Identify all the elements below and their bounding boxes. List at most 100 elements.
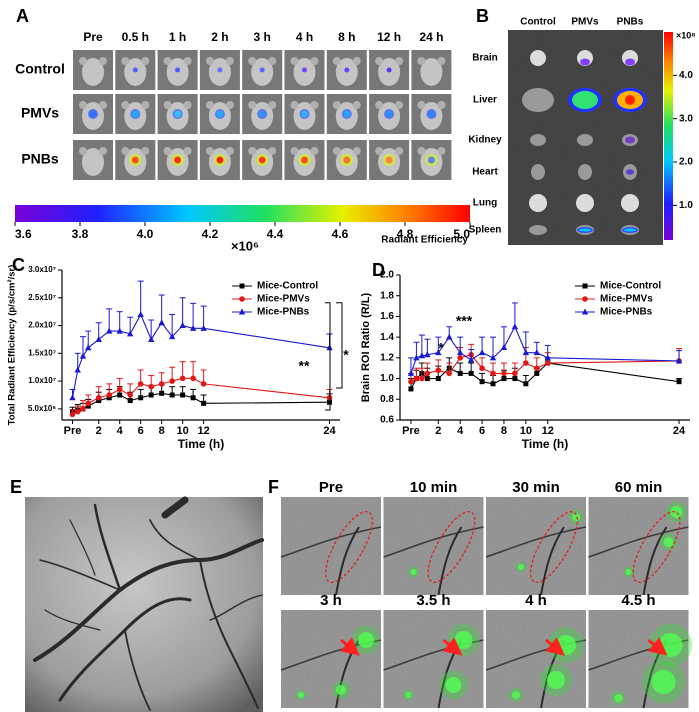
arrow — [442, 637, 463, 656]
marker — [69, 394, 76, 401]
significance-bracket — [336, 302, 343, 389]
x-tick-label: 24 — [323, 425, 336, 437]
x-tick-label: 10 — [520, 425, 532, 437]
marker — [424, 376, 430, 382]
mouse-ear — [375, 101, 384, 109]
marker — [116, 386, 123, 393]
row-label: Brain — [472, 53, 498, 64]
marker — [533, 365, 540, 372]
mouse-image — [326, 50, 367, 90]
x-axis-label: Time (h) — [522, 437, 568, 451]
marker — [435, 376, 441, 382]
y-tick-label: 1.8 — [380, 290, 394, 301]
mouse-ear — [121, 57, 130, 65]
organ — [522, 88, 554, 112]
mouse-image — [73, 94, 113, 134]
signal — [580, 58, 590, 66]
fluorescence — [298, 692, 304, 698]
legend-label: Mice-Control — [257, 281, 318, 292]
fluorescence — [410, 569, 417, 575]
marker — [522, 349, 530, 356]
marker — [512, 370, 518, 377]
signal-spot — [386, 67, 392, 73]
mouse-ear — [79, 147, 87, 155]
mouse-ear — [248, 101, 257, 109]
signal-core — [625, 95, 635, 105]
marker — [489, 354, 497, 361]
column-header: 24 h — [419, 30, 443, 44]
mouse-ear — [290, 101, 299, 109]
arrow — [545, 637, 565, 656]
marker — [457, 370, 463, 376]
signal-spot — [343, 156, 351, 164]
fluorescence — [336, 685, 346, 695]
marker — [126, 330, 134, 337]
image-noise — [281, 497, 381, 595]
legend-label: Mice-PMVs — [600, 294, 653, 305]
mouse-ear — [163, 57, 172, 65]
y-tick-label: 1.6 — [380, 311, 394, 322]
column-header: Pre — [83, 30, 103, 44]
marker — [85, 400, 92, 407]
mouse-ear — [437, 147, 446, 155]
mouse-ear — [141, 57, 150, 65]
mouse-image — [199, 140, 240, 180]
signal — [625, 58, 635, 66]
mouse-ear — [395, 147, 404, 155]
x-tick-label: 4 — [457, 425, 464, 437]
mouse-ear — [352, 147, 361, 155]
colorbar-tick-label: 4.0 — [137, 227, 154, 241]
fluorescence — [547, 671, 565, 689]
frame-image — [383, 610, 484, 709]
series-line — [71, 313, 330, 398]
x-axis-label: Time (h) — [178, 437, 224, 451]
mouse-ear — [290, 147, 299, 155]
marker — [138, 395, 144, 401]
signal-spot — [131, 156, 139, 164]
vessel — [540, 526, 565, 596]
marker — [158, 319, 165, 326]
marker — [80, 406, 86, 412]
image-noise — [486, 497, 586, 595]
mouse-image — [115, 140, 156, 180]
frame-label: 60 min — [615, 479, 663, 496]
series-line — [72, 377, 330, 415]
region-outline — [324, 511, 374, 583]
mouse-image — [242, 50, 283, 90]
y-tick-label: 0.8 — [380, 394, 394, 405]
mouse-ear — [375, 57, 384, 65]
marker — [676, 379, 682, 385]
row-label: Spleen — [469, 225, 502, 236]
mouse-image — [242, 140, 283, 180]
marker — [544, 360, 551, 366]
signal-spot — [301, 156, 308, 164]
marker — [581, 308, 589, 315]
column-header: 8 h — [338, 30, 355, 44]
column-header: 1 h — [169, 30, 186, 44]
fluorescence — [625, 569, 632, 575]
frame-image — [588, 497, 689, 596]
fluorescence — [614, 694, 623, 702]
organ — [529, 194, 547, 212]
marker — [69, 411, 76, 418]
marker — [582, 296, 588, 302]
marker — [490, 381, 496, 387]
mouse-ear — [310, 147, 319, 155]
fluorescence — [663, 537, 674, 547]
signal-spot — [89, 110, 97, 118]
column-header: 12 h — [377, 30, 401, 44]
marker — [106, 392, 113, 398]
marker — [239, 296, 245, 302]
fluorescence — [454, 631, 473, 649]
panel-label: A — [16, 6, 29, 26]
marker — [457, 355, 463, 361]
panel-label: F — [268, 477, 279, 497]
signal — [626, 169, 634, 175]
signal-spot — [258, 156, 266, 164]
legend-label: Mice-PNBs — [257, 307, 310, 318]
series-line — [410, 325, 680, 374]
panel-label: C — [12, 255, 25, 275]
mouse-image — [369, 94, 410, 134]
